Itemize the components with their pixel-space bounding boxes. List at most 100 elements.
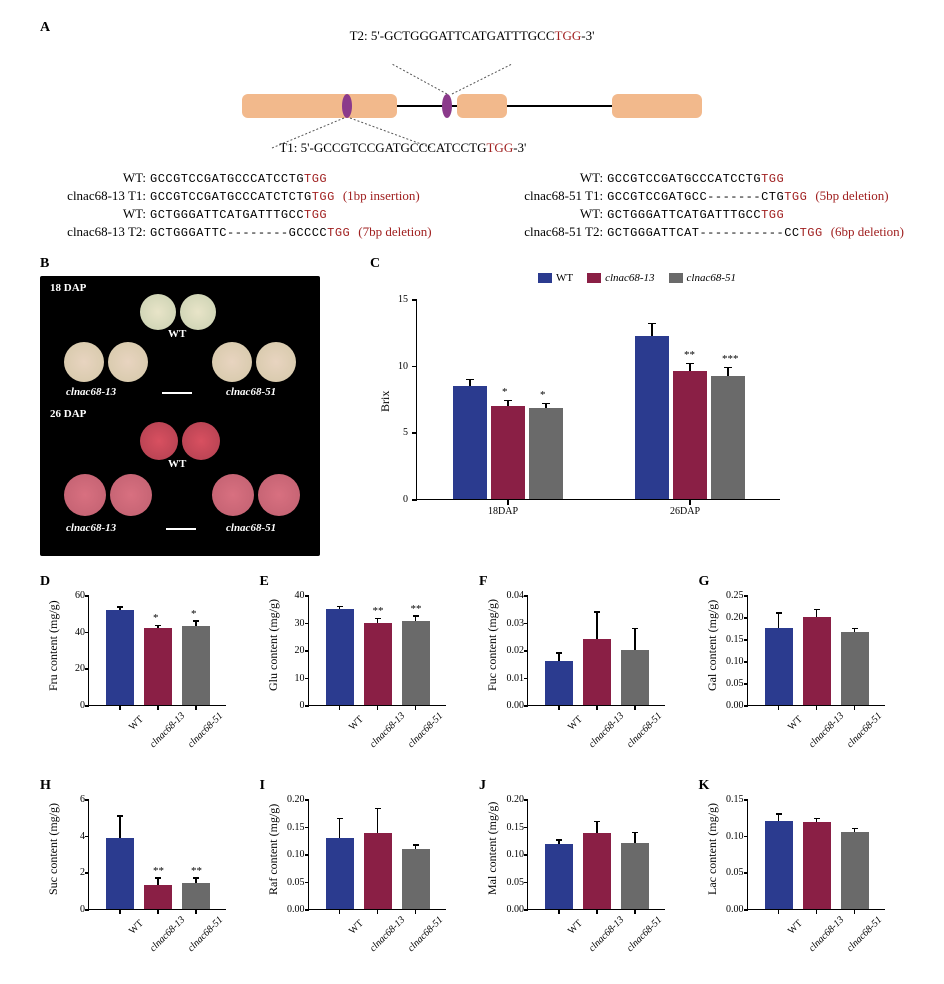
bar [803,617,831,705]
bar [144,628,172,705]
row-h-i-j-k: HSuc content (mg/g)0246WT**clnac68-13**c… [40,778,904,964]
panel-f: FFuc content (mg/g)0.000.010.020.030.04W… [479,574,685,760]
bar [402,621,430,705]
brix-bar [673,371,707,499]
fruit-photo: 18 DAP WT clnac68-13 clnac68-51 26 DAP W… [40,276,320,556]
bar [545,661,573,705]
chart-g: Gal content (mg/g)0.000.050.100.150.200.… [699,590,889,760]
x-label: WT [110,918,146,954]
t2-target-mark [442,94,452,118]
bar [106,838,134,910]
t1-target-mark [342,94,352,118]
x-label: clnac68-13 [367,918,403,954]
x-label: clnac68-51 [844,714,880,750]
wt-label-bot: WT [168,458,186,470]
t2-sequence: T2: 5'-GCTGGGATTCATGATTTGCCTGG-3' [350,28,595,44]
panel-k: KLac content (mg/g)0.000.050.100.15WTcln… [699,778,905,964]
x-label: clnac68-13 [367,714,403,750]
panel-b: B 18 DAP WT clnac68-13 clnac68-51 26 DAP… [40,256,340,556]
bar [841,632,869,705]
x-label: clnac68-51 [625,918,661,954]
bar [182,883,210,909]
panel-h-label: H [40,778,246,794]
panel-e-label: E [260,574,466,590]
bar [583,833,611,909]
panel-c: C WT clnac68-13 clnac68-51 Brix 051015**1… [370,256,904,530]
fruit-wt-26-2 [182,422,220,460]
chart-f: Fuc content (mg/g)0.000.010.020.030.04WT… [479,590,669,760]
panel-d: DFru content (mg/g)0204060WT*clnac68-13*… [40,574,246,760]
legend-m13: clnac68-13 [605,272,654,284]
bar [583,639,611,705]
bar [621,650,649,705]
exon-1 [242,94,397,118]
brix-bar [529,408,563,499]
fruit-wt-18-2 [180,294,216,330]
bar [765,821,793,909]
m51-label-bot: clnac68-51 [226,522,276,534]
x-label: WT [329,918,365,954]
brix-x-label: 18DAP [488,506,518,517]
fruit-wt-18-1 [140,294,176,330]
x-label: clnac68-13 [806,918,842,954]
panel-e: EGlu content (mg/g)010203040WT**clnac68-… [260,574,466,760]
bar [765,628,793,705]
panel-d-label: D [40,574,246,590]
x-label: clnac68-51 [405,918,441,954]
seq-line: WT:GCCGTCCGATGCCCATCCTGTGG [40,170,432,186]
sequence-alignment: WT:GCCGTCCGATGCCCATCCTGTGG clnac68-13 T1:… [40,170,904,240]
panel-j: JMal content (mg/g)0.000.050.100.150.20W… [479,778,685,964]
panel-i: IRaf content (mg/g)0.000.050.100.150.20W… [260,778,466,964]
seq-line: WT:GCTGGGATTCATGATTTGCCTGG [40,206,432,222]
bar [106,610,134,705]
legend-m51: clnac68-51 [687,272,736,284]
brix-bar [635,336,669,499]
seq-line: WT:GCCGTCCGATGCCCATCCTGTGG [502,170,904,186]
seq-col-right: WT:GCCGTCCGATGCCCATCCTGTGG clnac68-51 T1:… [502,170,904,240]
fruit-13-18-2 [108,342,148,382]
brix-x-label: 26DAP [670,506,700,517]
x-label: WT [549,918,585,954]
fruit-51-26-1 [212,474,254,516]
seq-line: clnac68-13 T1:GCCGTCCGATGCCCATCTCTGTGG(1… [40,188,432,204]
bar [621,843,649,909]
x-label: WT [768,714,804,750]
seq-line: clnac68-51 T1:GCCGTCCGATGCC-------CTGTGG… [502,188,904,204]
panel-b-label: B [40,256,340,272]
x-label: WT [110,714,146,750]
fruit-13-26-2 [110,474,152,516]
dap-18-label: 18 DAP [50,282,86,294]
panel-c-legend: WT clnac68-13 clnac68-51 [370,272,904,284]
fruit-13-26-1 [64,474,106,516]
panel-k-label: K [699,778,905,794]
seq-col-left: WT:GCCGTCCGATGCCCATCCTGTGG clnac68-13 T1:… [40,170,432,240]
scale-bar-bot [166,528,196,530]
x-label: clnac68-51 [844,918,880,954]
brix-plot: 051015**18DAP*****26DAP [416,300,780,500]
chart-h: Suc content (mg/g)0246WT**clnac68-13**cl… [40,794,230,964]
panel-i-label: I [260,778,466,794]
chart-d: Fru content (mg/g)0204060WT*clnac68-13*c… [40,590,230,760]
seq-line: clnac68-51 T2:GCTGGGATTCAT-----------CCT… [502,224,904,240]
x-label: clnac68-13 [806,714,842,750]
panel-j-label: J [479,778,685,794]
intron-2 [507,105,612,107]
row-d-e-f-g: DFru content (mg/g)0204060WT*clnac68-13*… [40,574,904,760]
x-label: clnac68-51 [186,918,222,954]
seq-line: clnac68-13 T2:GCTGGGATTC--------GCCCCTGG… [40,224,432,240]
panel-g: GGal content (mg/g)0.000.050.100.150.200… [699,574,905,760]
chart-k: Lac content (mg/g)0.000.050.100.15WTclna… [699,794,889,964]
fruit-51-26-2 [258,474,300,516]
chart-j: Mal content (mg/g)0.000.050.100.150.20WT… [479,794,669,964]
fruit-wt-26-1 [140,422,178,460]
x-label: clnac68-13 [148,918,184,954]
fruit-51-18-2 [256,342,296,382]
y-label: Lac content (mg/g) [705,803,720,895]
brix-y-label: Brix [378,391,393,412]
panel-c-label: C [370,256,904,272]
t2-connector [302,64,502,94]
legend-wt: WT [556,272,573,284]
panel-a: A T2: 5'-GCTGGGATTCATGATTTGCCTGG-3' [40,20,904,240]
m51-label-top: clnac68-51 [226,386,276,398]
x-label: WT [549,714,585,750]
